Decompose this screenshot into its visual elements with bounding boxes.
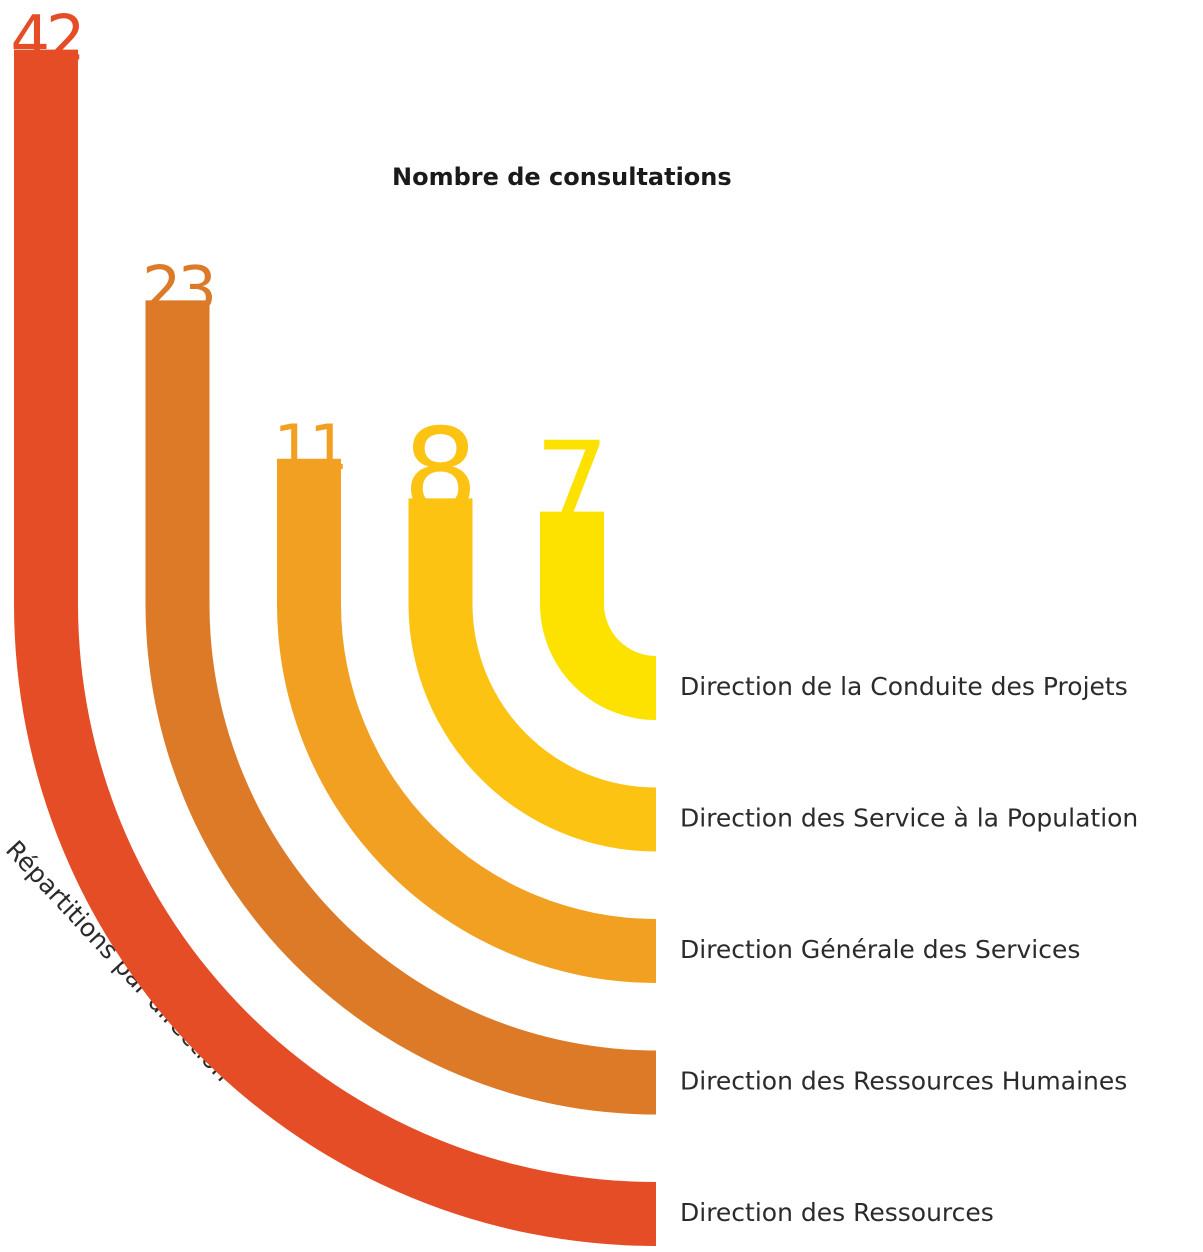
- category-label: Direction de la Conduite des Projets: [680, 672, 1128, 701]
- bar: [408, 498, 656, 852]
- value-label: 8: [403, 402, 478, 540]
- bar: [14, 49, 656, 1247]
- value-label: 7: [534, 416, 609, 554]
- value-label: 11: [274, 411, 345, 484]
- category-label: Direction des Service à la Population: [680, 804, 1138, 833]
- category-label: Direction des Ressources: [680, 1198, 994, 1227]
- bar: [540, 511, 656, 720]
- value-label: 42: [11, 2, 82, 75]
- value-label: 23: [142, 252, 213, 325]
- bar: [277, 458, 656, 983]
- bar: [145, 300, 656, 1115]
- category-label: Direction des Ressources Humaines: [680, 1067, 1127, 1096]
- chart-title: Nombre de consultations: [392, 163, 732, 191]
- category-label: Direction Générale des Services: [680, 935, 1080, 964]
